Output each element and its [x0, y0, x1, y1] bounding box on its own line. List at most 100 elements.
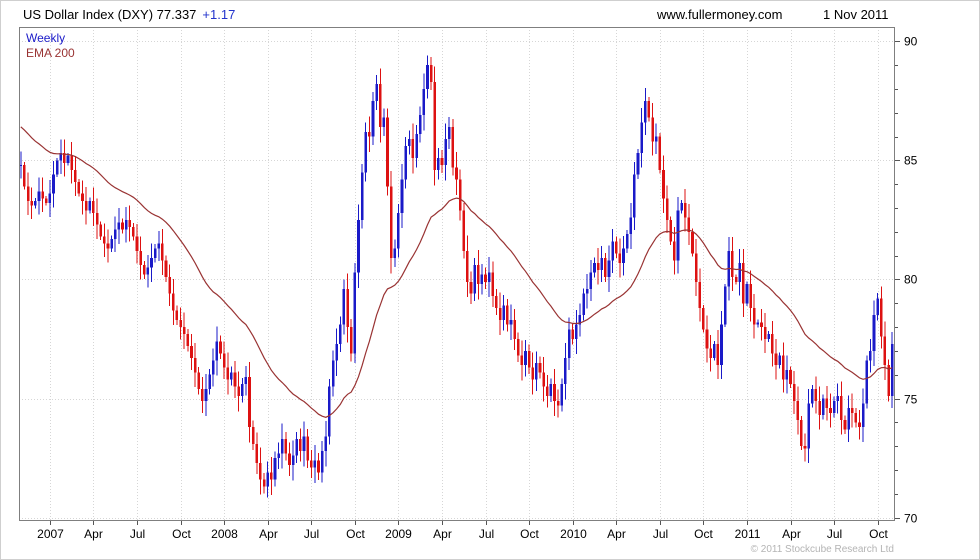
candle-body [284, 439, 288, 454]
candle [723, 284, 727, 328]
candle-body [313, 460, 317, 468]
candle [339, 316, 342, 352]
candle [658, 132, 662, 174]
candle-body [197, 372, 201, 390]
plot-frame [19, 27, 895, 521]
candle [458, 169, 462, 221]
candle-body [694, 253, 698, 282]
candle-body [255, 443, 259, 463]
candle-body [774, 353, 778, 366]
candle-body [179, 319, 182, 328]
candle-body [887, 365, 890, 397]
candle-body [702, 308, 705, 330]
candle [665, 185, 669, 233]
candle-body [792, 384, 796, 401]
chart-header: US Dollar Index (DXY) 77.337 +1.17 [23, 7, 235, 22]
candle [756, 319, 760, 328]
price-change: +1.17 [202, 7, 236, 22]
candle [95, 198, 99, 239]
candle-body [527, 350, 531, 368]
candle [230, 366, 233, 386]
y-axis-label: 75 [904, 393, 918, 407]
candle [353, 262, 357, 363]
candle-body [716, 343, 720, 366]
candle [121, 218, 124, 234]
candle [411, 123, 415, 174]
candle [763, 313, 767, 354]
candle [633, 162, 636, 231]
candle-body [473, 265, 476, 294]
candle [513, 308, 516, 350]
candle [876, 293, 879, 321]
candle [226, 352, 230, 395]
candle-body [44, 198, 48, 204]
candle-body [128, 219, 132, 228]
candle-body [172, 293, 175, 311]
candle-body [861, 403, 865, 428]
candle-body [211, 360, 215, 375]
candle [280, 423, 284, 469]
candle [778, 352, 781, 369]
candle-body [368, 131, 371, 137]
candle [400, 163, 404, 229]
candle [302, 421, 306, 467]
copyright-notice: © 2011 Stockcube Research Ltd [750, 544, 894, 555]
candle-body [513, 319, 516, 339]
candle-body [749, 284, 752, 309]
candle [487, 256, 491, 298]
candle [30, 187, 34, 220]
candle-body [625, 234, 629, 249]
candle [749, 270, 752, 322]
candle-body [633, 174, 636, 218]
candle [404, 136, 407, 189]
candle [796, 386, 800, 435]
candle-body [865, 360, 869, 404]
candle [128, 205, 132, 242]
candle-body [742, 262, 745, 304]
candle [295, 431, 299, 463]
candle-body [756, 322, 760, 325]
candle [92, 187, 95, 227]
candle [647, 96, 651, 122]
candle-body [139, 250, 142, 266]
candle-body [447, 127, 451, 139]
candle [378, 68, 382, 143]
candle-body [647, 100, 651, 118]
candle-body [658, 136, 662, 170]
candle [709, 334, 712, 372]
candle-body [186, 334, 190, 347]
candle [393, 239, 397, 268]
candle [59, 139, 63, 175]
candle-body [821, 398, 825, 416]
candle [480, 264, 484, 295]
candle-body [270, 472, 273, 480]
website-link[interactable]: www.fullermoney.com [657, 7, 783, 22]
candle-body [161, 243, 164, 261]
chart-date: 1 Nov 2011 [823, 7, 889, 22]
candle-body [306, 436, 309, 461]
candle-body [375, 84, 378, 101]
candle-body [872, 315, 876, 351]
candle-body [168, 277, 171, 294]
candle-body [520, 355, 524, 366]
candle-body [876, 298, 879, 316]
candle [549, 378, 553, 403]
candle [190, 334, 193, 371]
candle [324, 421, 328, 467]
candle [662, 155, 665, 213]
candle [273, 451, 277, 487]
candle-body [458, 179, 462, 211]
legend-weekly: Weekly [26, 31, 65, 45]
candle [865, 355, 869, 409]
candle [502, 294, 505, 331]
candle [142, 260, 146, 279]
candle-body [26, 186, 30, 201]
candle [622, 235, 625, 276]
candle-body [803, 446, 807, 449]
candle [211, 348, 215, 387]
candle-body [840, 396, 843, 420]
candle [175, 305, 179, 325]
candle [389, 171, 393, 274]
